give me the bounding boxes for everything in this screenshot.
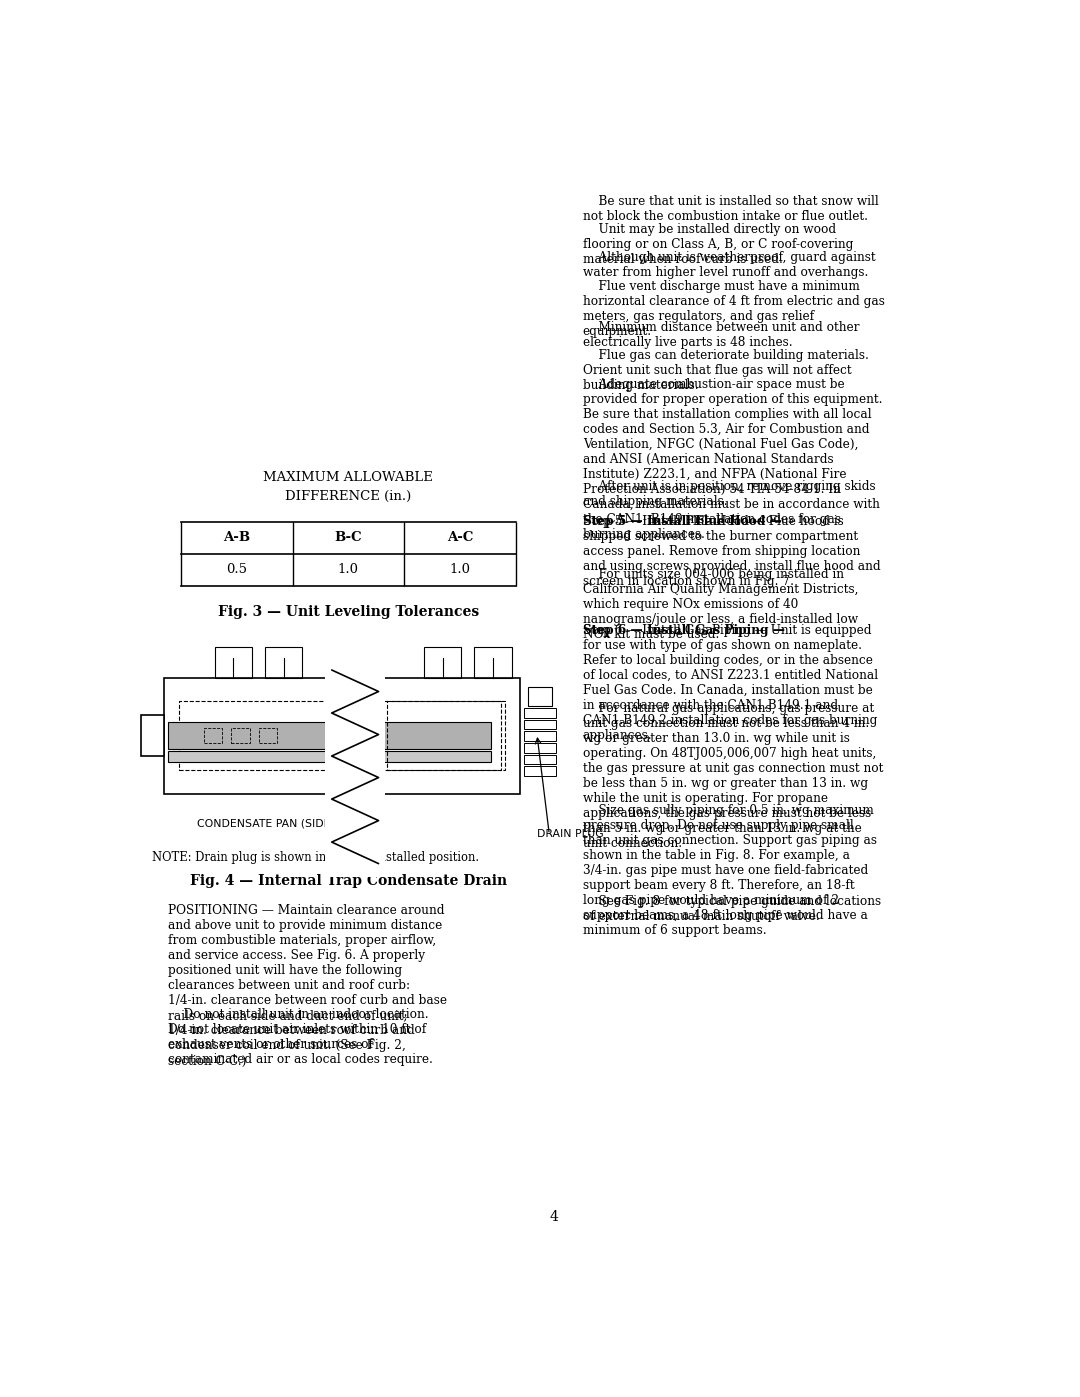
Text: MAXIMUM ALLOWABLE: MAXIMUM ALLOWABLE <box>264 471 433 483</box>
Text: B-C: B-C <box>335 531 362 545</box>
Bar <box>524 743 556 753</box>
Text: Size gas sully piping for 0.5 in. wg maximum pressure drop. Do not use supply pi: Size gas sully piping for 0.5 in. wg max… <box>583 805 877 937</box>
Text: For units size 004-006 being installed in California Air Quality Management Dist: For units size 004-006 being installed i… <box>583 569 859 641</box>
Text: Fig. 3 — Unit Leveling Tolerances: Fig. 3 — Unit Leveling Tolerances <box>218 605 480 619</box>
Text: Do not install unit in an indoor location. Do not locate unit air inlets within : Do not install unit in an indoor locatio… <box>168 1009 433 1066</box>
Text: A-C: A-C <box>447 531 473 545</box>
Bar <box>164 678 521 793</box>
Bar <box>524 732 556 740</box>
Bar <box>259 728 278 743</box>
Bar <box>204 728 222 743</box>
Text: For natural gas applications, gas pressure at unit gas connection must not be le: For natural gas applications, gas pressu… <box>583 701 883 849</box>
Bar <box>524 754 556 764</box>
Bar <box>215 647 253 678</box>
Bar <box>423 647 461 678</box>
Text: Step 6 — Install Gas Piping — Unit is equipped for use with type of gas shown on: Step 6 — Install Gas Piping — Unit is eq… <box>583 624 878 742</box>
Text: DRAIN PLUG: DRAIN PLUG <box>537 830 604 840</box>
Text: See Fig. 8 for typical pipe guide and locations of external manual main shutoff : See Fig. 8 for typical pipe guide and lo… <box>583 894 881 922</box>
Bar <box>528 687 552 705</box>
Text: POSITIONING — Maintain clearance around and above unit to provide minimum distan: POSITIONING — Maintain clearance around … <box>168 904 447 1067</box>
Text: 1.0: 1.0 <box>449 563 471 577</box>
Text: Fig. 4 — Internal Trap Condensate Drain: Fig. 4 — Internal Trap Condensate Drain <box>190 875 507 888</box>
Bar <box>474 647 512 678</box>
Text: Adequate combustion-air space must be provided for proper operation of this equi: Adequate combustion-air space must be pr… <box>583 377 882 541</box>
Text: A-B: A-B <box>224 531 251 545</box>
Text: Step 5 — Install Flue Hood —: Step 5 — Install Flue Hood — <box>583 515 782 528</box>
Text: Be sure that unit is installed so that snow will not block the combustion intake: Be sure that unit is installed so that s… <box>583 194 878 222</box>
Bar <box>168 722 490 749</box>
Bar <box>148 665 541 875</box>
Bar <box>140 715 164 756</box>
Bar <box>265 647 302 678</box>
Text: DIFFERENCE (in.): DIFFERENCE (in.) <box>285 490 411 503</box>
Text: After unit is in position, remove rigging skids and shipping materials.: After unit is in position, remove riggin… <box>583 481 876 509</box>
Bar <box>325 662 386 876</box>
Text: 4: 4 <box>549 1210 558 1224</box>
Text: Flue gas can deteriorate building materials. Orient unit such that flue gas will: Flue gas can deteriorate building materi… <box>583 349 868 393</box>
Text: NOTE: Drain plug is shown in factory-installed position.: NOTE: Drain plug is shown in factory-ins… <box>151 851 478 863</box>
Text: 0.5: 0.5 <box>227 563 247 577</box>
Bar <box>179 701 505 770</box>
Text: CONDENSATE PAN (SIDE VIEW): CONDENSATE PAN (SIDE VIEW) <box>197 819 366 828</box>
Bar <box>524 719 556 729</box>
Bar <box>231 728 249 743</box>
Text: Step 5 — Install Flue Hood — Flue hood is shipped screwed to the burner compartm: Step 5 — Install Flue Hood — Flue hood i… <box>583 515 880 588</box>
Text: Flue vent discharge must have a minimum horizontal clearance of 4 ft from electr: Flue vent discharge must have a minimum … <box>583 279 885 338</box>
Bar <box>168 752 490 761</box>
Text: 1.0: 1.0 <box>338 563 359 577</box>
Text: Step 6 — Install Gas Piping —: Step 6 — Install Gas Piping — <box>583 624 785 637</box>
Text: Minimum distance between unit and other electrically live parts is 48 inches.: Minimum distance between unit and other … <box>583 321 860 349</box>
Bar <box>524 767 556 775</box>
Bar <box>524 708 556 718</box>
Bar <box>387 701 501 770</box>
Text: Although unit is weatherproof, guard against water from higher level runoff and : Although unit is weatherproof, guard aga… <box>583 251 876 279</box>
Text: Unit may be installed directly on wood flooring or on Class A, B, or C roof-cove: Unit may be installed directly on wood f… <box>583 224 853 265</box>
